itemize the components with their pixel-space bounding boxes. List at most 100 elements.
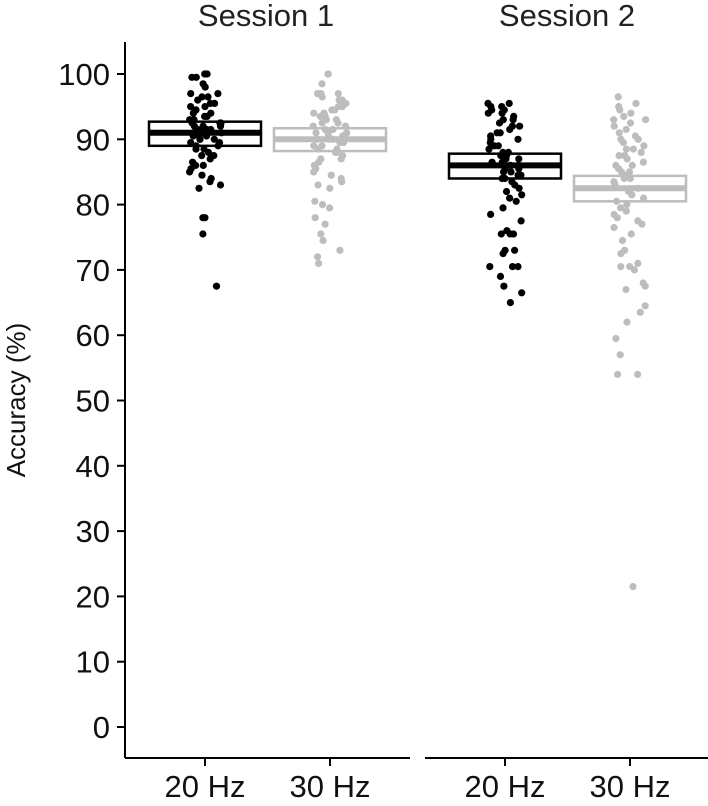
data-point xyxy=(198,171,206,179)
data-point xyxy=(189,132,197,140)
data-point xyxy=(216,181,225,189)
data-point xyxy=(620,174,628,183)
data-point xyxy=(500,168,508,176)
data-point xyxy=(487,210,495,218)
data-point xyxy=(627,109,635,117)
data-point xyxy=(515,155,523,163)
data-point xyxy=(189,109,197,117)
data-point xyxy=(506,299,514,307)
data-point xyxy=(514,171,522,179)
data-point xyxy=(508,263,517,271)
data-point xyxy=(500,282,508,290)
data-point xyxy=(626,119,635,127)
data-point xyxy=(623,155,631,163)
panels: 20 Hz 30 Hz 20 Hz 30 Hz xyxy=(125,70,708,804)
data-point xyxy=(187,139,195,147)
data-point xyxy=(615,129,623,137)
data-point xyxy=(639,158,648,166)
data-point xyxy=(314,253,322,261)
x-tick-label: 30 Hz xyxy=(590,769,671,804)
data-point xyxy=(186,168,194,176)
data-point xyxy=(311,197,319,205)
data-point xyxy=(334,119,342,127)
data-point xyxy=(626,174,634,183)
y-tick-label: 10 xyxy=(76,645,110,680)
data-point xyxy=(641,282,649,290)
data-point xyxy=(618,236,627,245)
data-point xyxy=(338,178,346,186)
data-point xyxy=(192,73,200,81)
data-point xyxy=(336,246,344,254)
data-point xyxy=(497,152,505,160)
data-point xyxy=(212,282,221,290)
data-point xyxy=(321,220,329,228)
data-point xyxy=(628,161,636,169)
data-point xyxy=(331,148,340,156)
y-axis: 0 10 20 30 40 50 60 70 80 90 100 xyxy=(58,42,126,758)
data-point xyxy=(632,99,640,107)
data-point xyxy=(510,246,519,254)
data-point xyxy=(316,112,324,120)
data-point xyxy=(627,230,635,238)
y-axis-label: Accuracy (%) xyxy=(1,323,31,478)
data-point xyxy=(485,145,493,153)
data-point xyxy=(217,129,226,137)
data-point xyxy=(198,152,206,160)
data-point xyxy=(622,285,630,294)
data-point xyxy=(615,152,623,160)
y-tick-label: 80 xyxy=(76,188,110,223)
data-point xyxy=(496,129,504,137)
data-point xyxy=(318,80,326,88)
data-point xyxy=(501,174,509,183)
data-point xyxy=(619,139,628,147)
data-point xyxy=(634,184,642,192)
panel-2: 20 Hz 30 Hz xyxy=(425,93,708,804)
data-point xyxy=(187,103,195,111)
data-point xyxy=(495,119,504,127)
data-point xyxy=(629,145,638,153)
data-point xyxy=(494,142,502,150)
data-point xyxy=(318,201,327,209)
data-point xyxy=(210,135,218,143)
data-point xyxy=(628,191,636,199)
data-point xyxy=(518,289,526,297)
data-point xyxy=(516,122,524,130)
data-point xyxy=(486,263,494,271)
data-point xyxy=(311,214,319,222)
data-point xyxy=(319,236,327,245)
panel-title-session-1: Session 1 xyxy=(198,0,334,33)
data-point xyxy=(498,109,506,117)
data-point xyxy=(328,106,336,114)
data-point xyxy=(634,135,642,143)
x-tick-label: 20 Hz xyxy=(465,769,546,804)
data-point xyxy=(206,155,214,163)
data-point xyxy=(199,230,207,238)
data-point xyxy=(201,214,209,222)
data-point xyxy=(506,194,514,202)
data-point xyxy=(325,135,333,143)
data-point xyxy=(623,201,631,209)
data-point xyxy=(616,106,624,114)
data-point xyxy=(517,217,525,225)
data-point xyxy=(611,181,619,189)
data-point xyxy=(341,122,350,130)
data-point xyxy=(622,207,630,215)
data-point xyxy=(337,155,345,163)
data-point xyxy=(207,125,215,134)
data-point xyxy=(201,83,209,91)
data-point xyxy=(640,142,648,150)
data-point xyxy=(514,263,522,271)
data-point xyxy=(630,266,639,274)
y-tick-label: 20 xyxy=(76,579,110,614)
data-point xyxy=(498,158,506,166)
data-point xyxy=(339,132,347,140)
data-point xyxy=(310,109,318,117)
data-point xyxy=(505,99,513,107)
data-point xyxy=(312,129,320,137)
data-point xyxy=(203,132,211,140)
data-point xyxy=(610,116,618,124)
data-point xyxy=(638,220,646,228)
data-point xyxy=(610,122,618,130)
panel-titles: Session 1 Session 2 xyxy=(198,0,635,33)
y-tick-label: 50 xyxy=(76,384,110,419)
